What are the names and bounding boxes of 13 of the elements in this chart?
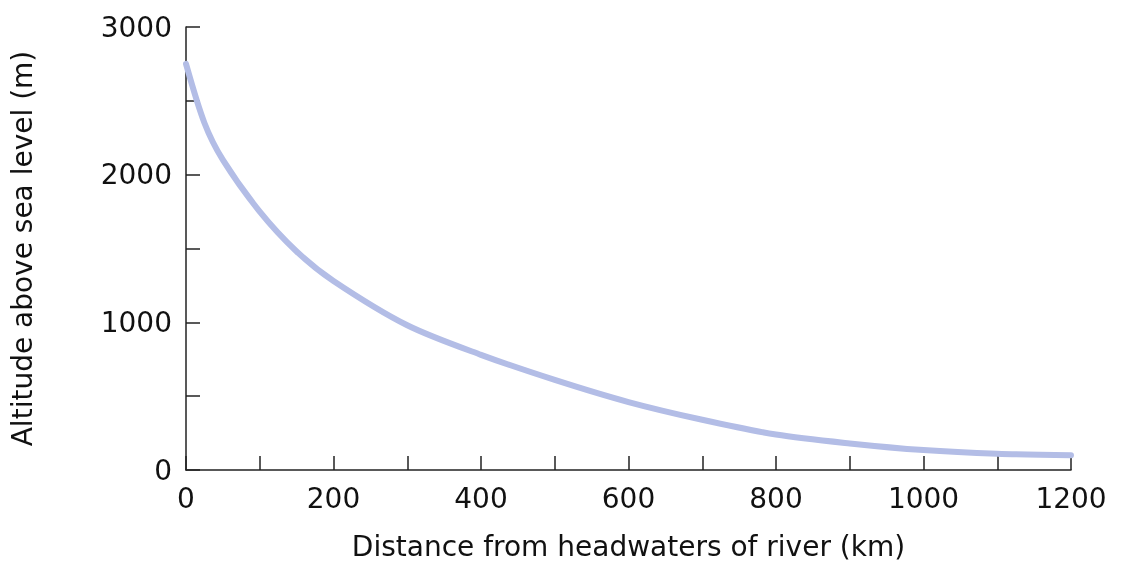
x-tick-label: 1200: [1035, 481, 1107, 515]
x-axis-title: Distance from headwaters of river (km): [351, 529, 906, 563]
y-axis-title: Altitude above sea level (m): [5, 50, 39, 447]
y-tick-label: 3000: [100, 10, 172, 44]
x-tick-label: 1000: [887, 481, 960, 515]
y-tick-label: 0: [154, 453, 172, 487]
y-tick-label: 1000: [100, 305, 172, 339]
x-tick-label: 200: [306, 481, 361, 515]
x-tick-label: 800: [749, 481, 803, 515]
x-tick-label: 600: [601, 481, 656, 515]
y-tick-label: 2000: [100, 158, 172, 192]
x-tick-label: 0: [177, 481, 195, 515]
x-tick-label: 400: [454, 481, 508, 515]
